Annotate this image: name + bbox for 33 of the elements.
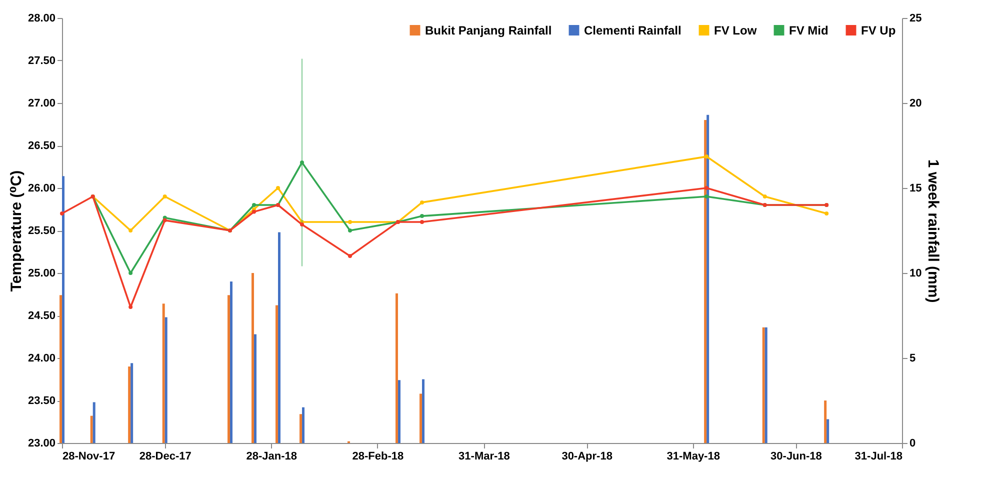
x-tick-label: 30-Jun-18 xyxy=(770,450,822,462)
x-tick-label: 31-May-18 xyxy=(666,450,720,462)
y-tick-label: 23.00 xyxy=(28,438,56,450)
y-tick-label: 25.50 xyxy=(28,225,56,237)
x-tick-label: 30-Apr-18 xyxy=(562,450,612,462)
y2-tick-label: 25 xyxy=(910,12,922,24)
y-tick-label: 27.50 xyxy=(28,55,56,67)
y-tick-label: 28.00 xyxy=(28,12,56,24)
legend-label: FV Mid xyxy=(789,23,828,38)
x-tick-label: 28-Feb-18 xyxy=(352,450,404,462)
y-tick-label: 24.00 xyxy=(28,352,56,364)
y-tick-label: 23.50 xyxy=(28,395,56,407)
legend-label: FV Low xyxy=(714,23,758,38)
y-tick-label: 24.50 xyxy=(28,310,56,322)
y-tick-label: 26.00 xyxy=(28,182,56,194)
y-tick-label: 26.50 xyxy=(28,140,56,152)
y2-tick-label: 15 xyxy=(910,182,922,194)
y-tick-label: 25.00 xyxy=(28,268,56,280)
x-tick-label: 28-Nov-17 xyxy=(62,450,116,462)
y2-tick-label: 10 xyxy=(910,268,922,280)
y2-tick-label: 20 xyxy=(910,98,922,110)
y2-tick-label: 5 xyxy=(910,352,916,364)
legend-label: FV Up xyxy=(861,23,896,38)
y-axis-title: Temperature (⁰C) xyxy=(8,170,25,292)
legend-label: Clementi Rainfall xyxy=(584,23,682,38)
y-tick-label: 27.00 xyxy=(28,98,56,110)
x-tick-label: 31-Jul-18 xyxy=(854,450,902,462)
x-tick-label: 31-Mar-18 xyxy=(458,450,510,462)
legend-label: Bukit Panjang Rainfall xyxy=(425,23,552,38)
x-tick-label: 28-Jan-18 xyxy=(246,450,298,462)
x-tick-label: 28-Dec-17 xyxy=(139,450,192,462)
y2-axis-title: 1 week rainfall (mm) xyxy=(924,159,942,303)
y2-tick-label: 0 xyxy=(910,438,916,450)
